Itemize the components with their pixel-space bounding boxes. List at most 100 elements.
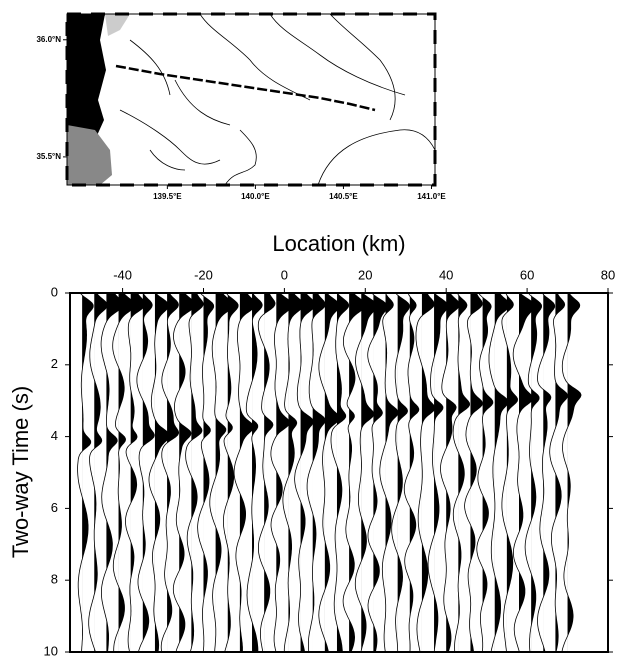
- trace: [148, 293, 171, 652]
- trace: [294, 293, 317, 652]
- trace: [391, 293, 411, 652]
- trace-fill: [252, 293, 263, 652]
- trace-fill: [385, 293, 399, 652]
- trace: [209, 293, 234, 652]
- x-tick-label: 80: [601, 267, 615, 282]
- trace: [501, 293, 519, 652]
- trace: [245, 293, 263, 651]
- trace: [160, 293, 180, 652]
- trace: [537, 293, 556, 652]
- trace-fill: [409, 293, 419, 652]
- trace-fill: [506, 293, 518, 652]
- x-tick-label: -40: [113, 267, 132, 282]
- survey-line: [115, 64, 376, 112]
- x-axis-label: Location (km): [272, 231, 405, 256]
- trace-fill: [288, 293, 304, 652]
- trace: [452, 293, 471, 652]
- trace: [172, 293, 196, 652]
- y-tick-label: 6: [51, 500, 58, 515]
- trace-fill: [421, 293, 435, 652]
- trace: [88, 293, 108, 652]
- x-tick-label: 141.0°E: [417, 192, 446, 201]
- x-tick-label: 0: [281, 267, 288, 282]
- trace-fill: [324, 293, 340, 652]
- trace-fill: [227, 293, 239, 652]
- plot-frame: [69, 292, 609, 653]
- trace-fill: [494, 293, 510, 652]
- trace-fill: [336, 293, 349, 652]
- trace: [136, 293, 155, 652]
- trace-fill: [531, 293, 542, 652]
- y-tick-label: 4: [51, 428, 58, 443]
- trace: [464, 293, 484, 652]
- trace: [488, 293, 511, 652]
- map-frame-outer: [65, 12, 437, 187]
- y-tick-label: 10: [44, 643, 58, 656]
- y-tick-label: 2: [51, 356, 58, 371]
- trace: [403, 293, 420, 652]
- x-tick-label: 20: [358, 267, 372, 282]
- trace-fill: [555, 293, 568, 652]
- x-tick-label: 140.0°E: [241, 192, 270, 201]
- trace: [440, 293, 461, 652]
- trace: [415, 293, 436, 652]
- rivers-coast: [119, 14, 435, 185]
- trace: [561, 293, 582, 652]
- trace-fill: [191, 293, 204, 652]
- y-tick-label: 36.0°N: [36, 35, 61, 44]
- trace: [379, 293, 399, 652]
- y-tick-label: 35.5°N: [36, 152, 61, 161]
- trace: [330, 293, 350, 652]
- trace: [367, 293, 388, 652]
- trace-fill: [361, 293, 377, 652]
- map-land: [67, 14, 435, 185]
- trace: [524, 293, 543, 652]
- trace: [77, 293, 94, 652]
- trace: [427, 293, 449, 652]
- trace-fill: [349, 293, 366, 652]
- y-tick-label: 0: [51, 284, 58, 299]
- trace-fill: [118, 293, 135, 652]
- trace-fill: [264, 293, 276, 652]
- trace: [354, 293, 378, 652]
- trace: [197, 293, 215, 652]
- x-tick-label: 40: [439, 267, 453, 282]
- trace-fill: [397, 293, 410, 652]
- trace-fill: [470, 293, 483, 652]
- trace-fill: [519, 293, 535, 652]
- land-light: [105, 14, 130, 36]
- trace: [342, 293, 366, 652]
- trace: [124, 293, 146, 652]
- trace-fill: [82, 293, 94, 652]
- trace: [100, 293, 124, 652]
- trace-fill: [179, 293, 196, 652]
- trace-fill: [567, 293, 582, 652]
- trace: [318, 293, 341, 652]
- trace: [282, 293, 305, 651]
- map-frame: [66, 13, 436, 186]
- x-tick-label: 139.5°E: [153, 192, 182, 201]
- trace: [476, 293, 494, 652]
- y-axis-label: Two-way Time (s): [8, 386, 33, 558]
- trace-fill: [142, 293, 155, 652]
- trace: [512, 293, 536, 652]
- trace: [112, 293, 136, 651]
- trace-fill: [434, 293, 448, 652]
- x-tick-label: 140.5°E: [329, 192, 358, 201]
- trace-fill: [543, 293, 555, 652]
- trace-fill: [373, 293, 388, 652]
- x-tick-label: 60: [520, 267, 534, 282]
- traces: [77, 293, 582, 652]
- land-grey: [67, 125, 112, 185]
- trace: [223, 293, 239, 652]
- trace: [306, 293, 326, 652]
- x-tick-label: -20: [194, 267, 213, 282]
- y-tick-label: 8: [51, 572, 58, 587]
- trace: [233, 293, 257, 651]
- trace-fill: [482, 293, 493, 652]
- trace: [185, 293, 204, 652]
- trace: [270, 293, 293, 652]
- trace: [549, 293, 569, 652]
